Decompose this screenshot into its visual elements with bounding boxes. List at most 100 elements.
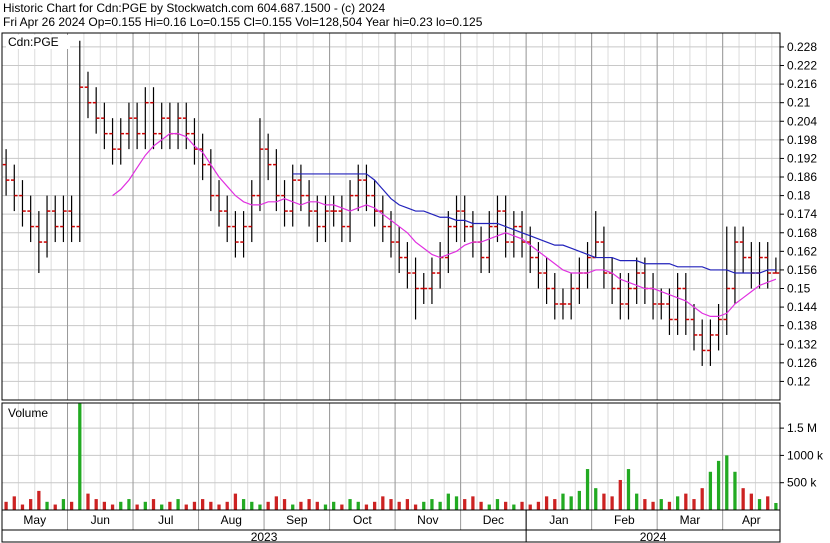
volume-bar	[397, 501, 401, 510]
volume-bar	[569, 496, 573, 510]
volume-bar	[340, 504, 344, 510]
volume-bar	[110, 504, 115, 510]
volume-bar	[405, 499, 410, 510]
x-tick-label: Apr	[742, 513, 761, 527]
y-tick-label: 0.216	[787, 77, 817, 91]
volume-bar	[168, 501, 172, 510]
volume-bar	[282, 499, 287, 510]
volume-bar	[774, 502, 778, 510]
y-tick-label: 0.132	[787, 337, 817, 351]
volume-bar	[143, 501, 147, 510]
volume-bar	[577, 490, 581, 510]
volume-bar	[454, 496, 459, 510]
marks	[2, 40, 780, 510]
y-tick-label: 0.138	[787, 319, 817, 333]
volume-bar	[274, 496, 278, 510]
y-tick-label: 0.198	[787, 133, 817, 147]
volume-bar	[446, 493, 450, 510]
volume-bar	[561, 493, 565, 510]
volume-bar	[307, 499, 311, 510]
moving-average	[112, 133, 777, 317]
y-tick-label: 1000 k	[787, 448, 824, 462]
volume-bar	[585, 469, 590, 510]
volume-bar	[258, 504, 262, 510]
volume-bar	[708, 471, 713, 510]
volume-bar	[184, 504, 188, 510]
volume-bar	[323, 504, 328, 510]
y-tick-label: 0.18	[787, 189, 811, 203]
volume-bar	[495, 499, 500, 510]
y-tick-label: 0.12	[787, 374, 811, 388]
volume-bar	[176, 499, 180, 510]
volume-bar	[209, 501, 213, 510]
x-tick-label: Sep	[286, 513, 308, 527]
y-tick-label: 0.186	[787, 170, 817, 184]
volume-bar	[700, 488, 704, 510]
y-tick-label: 0.156	[787, 263, 817, 277]
x-tick-label: Jul	[158, 513, 173, 527]
volume-bar	[225, 501, 229, 510]
symbol-box	[6, 35, 70, 49]
volume-bar	[667, 501, 672, 510]
y-tick-label: 0.21	[787, 96, 811, 110]
volume-bar	[733, 471, 737, 510]
volume-bar	[192, 501, 197, 510]
volume-bar	[86, 493, 90, 510]
volume-bar	[741, 488, 745, 510]
y-tick-label: 500 k	[787, 476, 817, 490]
x-tick-label: Jun	[91, 513, 110, 527]
volume-label: Volume	[8, 406, 48, 420]
volume-bar	[20, 504, 25, 510]
symbol-label: Cdn:PGE	[8, 35, 59, 49]
volume-bar	[266, 501, 270, 510]
x-tick-label: May	[23, 513, 46, 527]
volume-bar	[160, 504, 164, 510]
volume-bar	[250, 501, 254, 510]
date-axis	[1, 509, 781, 543]
volume-bar	[61, 499, 66, 510]
volume-bar	[102, 501, 107, 510]
grid	[1, 33, 784, 542]
volume-bar	[4, 501, 8, 510]
volume-bar	[422, 501, 426, 510]
chart-subtitle: Fri Apr 26 2024 Op=0.155 Hi=0.16 Lo=0.15…	[3, 15, 483, 29]
volume-bar	[684, 493, 688, 510]
volume-bar	[241, 499, 246, 510]
volume-bar	[553, 499, 557, 510]
y-tick-label: 0.174	[787, 207, 817, 221]
chart-title: Historic Chart for Cdn:PGE by Stockwatch…	[3, 1, 385, 15]
y-tick-label: 0.168	[787, 226, 817, 240]
volume-bar	[381, 496, 385, 510]
y-tick-label: 0.228	[787, 40, 817, 54]
volume-bar	[135, 504, 139, 510]
volume-bar	[463, 499, 467, 510]
volume-bar	[438, 501, 442, 510]
volume-bar	[94, 499, 98, 510]
volume-bar	[332, 501, 336, 510]
volume-bar	[151, 499, 156, 510]
volume-bar	[364, 504, 369, 510]
volume-bar	[512, 504, 516, 510]
volume-bar	[348, 499, 352, 510]
volume-bar	[217, 504, 221, 510]
volume-bar	[53, 504, 57, 510]
volume-bar	[413, 504, 418, 510]
volume-bar	[372, 501, 377, 510]
x-tick-label: Nov	[417, 513, 438, 527]
volume-bar	[528, 504, 532, 510]
volume-bar	[389, 499, 393, 510]
volume-bar	[536, 501, 541, 510]
y-tick-label: 0.204	[787, 114, 817, 128]
x-tick-label: Feb	[614, 513, 635, 527]
volume-bar	[299, 501, 303, 510]
volume-bar	[635, 493, 639, 510]
volume-bar	[471, 496, 475, 510]
volume-bar	[78, 403, 82, 510]
price-panel	[1, 32, 781, 401]
volume-bar	[315, 501, 319, 510]
volume-bar	[544, 496, 549, 510]
x-tick-label: Oct	[353, 513, 372, 527]
volume-bar	[69, 501, 74, 510]
y-tick-label: 0.162	[787, 244, 817, 258]
